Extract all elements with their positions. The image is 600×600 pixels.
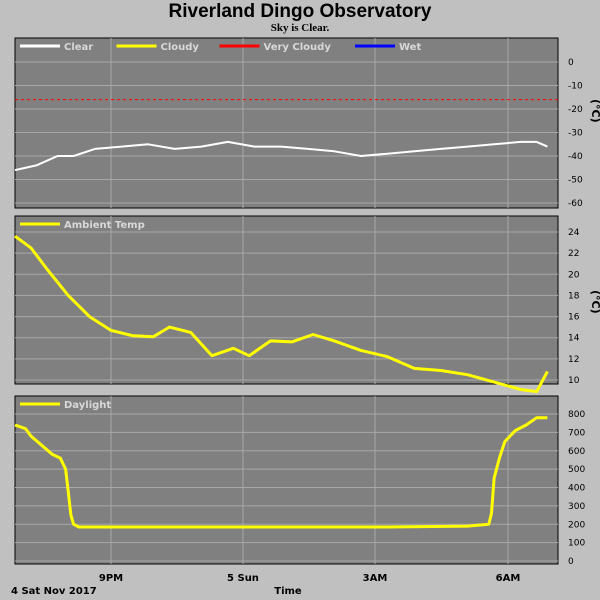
- panel-daylight: [14, 395, 559, 565]
- y-unit-ambient: (°C): [589, 290, 600, 314]
- ytick-sky: -60: [568, 199, 583, 209]
- ytick-daylight: 600: [568, 447, 585, 457]
- ytick-ambient: 18: [568, 291, 580, 301]
- ytick-daylight: 800: [568, 410, 585, 420]
- ytick-ambient: 22: [568, 249, 579, 259]
- series-sky: [14, 140, 548, 172]
- ytick-ambient: 16: [568, 313, 580, 323]
- ytick-daylight: 300: [568, 502, 585, 512]
- ytick-daylight: 100: [568, 539, 585, 549]
- x-axis-title: Time: [274, 586, 302, 597]
- legend-label: Clear: [64, 42, 93, 53]
- ytick-daylight: 700: [568, 428, 585, 438]
- ytick-daylight: 200: [568, 520, 585, 530]
- y-unit-sky: (°C): [589, 99, 600, 123]
- ytick-daylight: 500: [568, 465, 585, 475]
- legend-label: Wet: [399, 42, 421, 53]
- panel-ambient: [14, 215, 559, 385]
- ytick-ambient: 12: [568, 355, 579, 365]
- legend-label: Cloudy: [161, 42, 200, 53]
- xtick-label: 3AM: [363, 573, 388, 584]
- xtick-label: 9PM: [99, 573, 123, 584]
- ytick-sky: -50: [568, 176, 583, 186]
- legend-label: Daylight: [64, 400, 111, 411]
- ytick-ambient: 24: [568, 228, 580, 238]
- ytick-sky: 0: [568, 58, 574, 68]
- xtick-label: 5 Sun: [227, 573, 259, 584]
- ytick-ambient: 14: [568, 334, 580, 344]
- legend-label: Very Cloudy: [264, 42, 332, 53]
- series-ambient: [14, 234, 549, 394]
- ytick-daylight: 0: [568, 557, 574, 567]
- legend-label: Ambient Temp: [64, 220, 145, 231]
- chart-title: Riverland Dingo Observatory: [168, 1, 432, 22]
- xtick-label: 6AM: [496, 573, 521, 584]
- ytick-sky: -30: [568, 129, 583, 139]
- ytick-sky: -20: [568, 105, 583, 115]
- panel-sky: [14, 37, 559, 209]
- ytick-sky: -10: [568, 82, 583, 92]
- sky-status: Sky is Clear.: [270, 22, 330, 34]
- date-label: 4 Sat Nov 2017: [11, 586, 97, 597]
- ytick-ambient: 20: [568, 270, 580, 280]
- ytick-ambient: 10: [568, 376, 580, 386]
- ytick-sky: -40: [568, 152, 583, 162]
- series-daylight: [14, 416, 548, 529]
- ytick-daylight: 400: [568, 484, 585, 494]
